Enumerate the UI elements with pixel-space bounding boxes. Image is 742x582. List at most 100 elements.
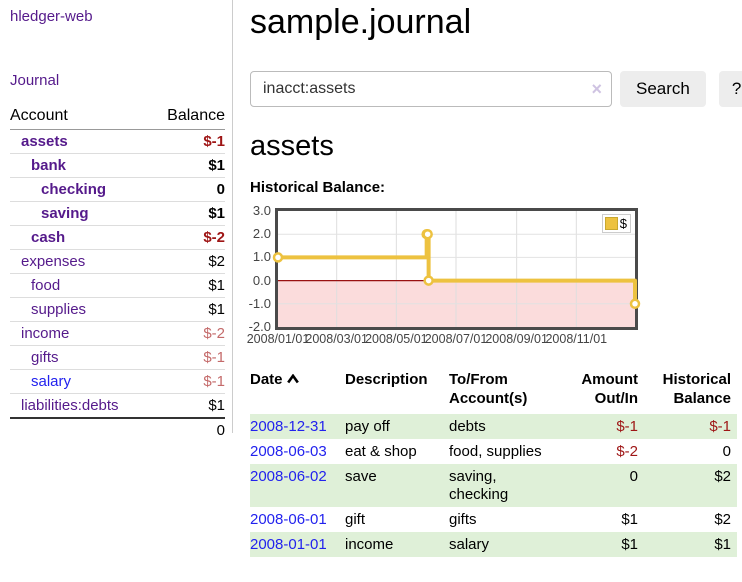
y-tick-label: -1.0: [248, 295, 271, 311]
sidebar-account-balance: $-2: [150, 321, 225, 346]
register-description-cell: save: [345, 468, 377, 485]
chart-legend: $: [601, 214, 631, 233]
sidebar-account-link[interactable]: gifts: [31, 349, 59, 366]
chart-x-axis-labels: 2008/01/01 2008/03/01 2008/05/01 2008/07/01…: [247, 332, 638, 348]
page-title: sample.journal: [250, 3, 472, 41]
sidebar-account-balance: $-1: [150, 369, 225, 394]
sidebar-total-spacer: [10, 417, 151, 442]
legend-swatch-icon: [604, 217, 618, 230]
x-tick-label: 2008/01/01: [246, 332, 310, 346]
transaction-date-link[interactable]: 2008-01-01: [250, 536, 327, 553]
y-tick-label: 1.0: [252, 249, 271, 265]
sidebar-account-row: saving $1: [10, 201, 225, 226]
sidebar-account-balance: $1: [150, 393, 225, 419]
historical-balance-chart: 3.0 2.0 1.0 0.0 -1.0 -2.0 $ 2008/01/01 2008/03…: [245, 204, 742, 348]
search-button[interactable]: Search: [620, 71, 706, 107]
sidebar-account-row: assets $-1: [10, 129, 225, 154]
register-description-cell: pay off: [345, 418, 390, 435]
y-tick-label: 2.0: [252, 226, 271, 242]
register-header-amount: Amount Out/In: [581, 371, 638, 407]
register-accounts-cell: food, supplies: [449, 443, 542, 460]
sidebar-account-row: checking 0: [10, 177, 225, 202]
account-balance-table: Account Balance assets $-1 bank $1 checking 0…: [10, 105, 225, 442]
sidebar-account-balance: $2: [150, 249, 225, 274]
sidebar-account-link[interactable]: bank: [31, 157, 67, 174]
sidebar-account-link[interactable]: supplies: [31, 301, 87, 318]
x-tick-label: 2008/11/01: [545, 332, 608, 346]
sidebar-account-balance: 0: [150, 177, 225, 202]
register-amount-cell: $1: [621, 536, 638, 553]
transaction-date-link[interactable]: 2008-06-01: [250, 511, 327, 528]
register-row: 2008-06-01 gift gifts $1 $2: [250, 507, 737, 532]
register-amount-cell: 0: [629, 468, 638, 485]
sidebar-account-link[interactable]: assets: [21, 133, 68, 150]
y-tick-label: 0.0: [252, 272, 271, 288]
register-amount-cell: $1: [621, 511, 638, 528]
y-tick-label: 3.0: [252, 203, 271, 218]
register-row: 2008-01-01 income salary $1 $1: [250, 532, 737, 557]
account-heading: assets: [250, 130, 334, 162]
sidebar-account-balance: $1: [150, 297, 225, 322]
sidebar-account-link[interactable]: expenses: [21, 253, 86, 270]
sidebar-account-row: income $-2: [10, 321, 225, 346]
sidebar-total-balance: 0: [150, 417, 225, 442]
balance-column-header: Balance: [150, 105, 225, 130]
main-content: sample.journal × Search ? assets Histori…: [247, 0, 742, 557]
register-row: 2008-06-02 save saving, checking 0 $2: [250, 464, 737, 507]
register-amount-cell: $-1: [616, 418, 638, 435]
register-header-accounts: To/From Account(s): [449, 371, 528, 407]
register-description-cell: eat & shop: [345, 443, 417, 460]
account-table-header-row: Account Balance: [10, 105, 225, 130]
sidebar-account-row: liabilities:debts $1: [10, 393, 225, 419]
sidebar-account-row: supplies $1: [10, 297, 225, 322]
sidebar-account-link[interactable]: food: [31, 277, 61, 294]
register-date-cell: 2008-06-02: [250, 464, 345, 507]
search-input[interactable]: [250, 71, 612, 107]
chart-title-label: Historical Balance:: [250, 179, 386, 196]
register-balance-cell: 0: [722, 443, 731, 460]
register-header-date[interactable]: Date: [250, 370, 345, 414]
register-table: Date Description To/From Account(s) Amou…: [250, 370, 737, 557]
register-accounts-cell: saving, checking: [449, 468, 509, 503]
sidebar-item-journal[interactable]: Journal: [10, 72, 60, 89]
sidebar-account-row: food $1: [10, 273, 225, 298]
transaction-date-link[interactable]: 2008-06-03: [250, 443, 327, 460]
app-title-link[interactable]: hledger-web: [10, 8, 93, 25]
clear-search-icon[interactable]: ×: [591, 79, 602, 99]
register-row: 2008-12-31 pay off debts $-1 $-1: [250, 414, 737, 439]
register-accounts-cell: gifts: [449, 511, 477, 528]
sidebar-account-row: cash $-2: [10, 225, 225, 250]
sidebar-account-link[interactable]: checking: [41, 181, 107, 198]
help-button[interactable]: ?: [718, 71, 742, 107]
sidebar-account-balance: $1: [150, 153, 225, 178]
transaction-date-link[interactable]: 2008-06-02: [250, 468, 327, 485]
x-tick-label: 2008/05/01: [365, 332, 428, 346]
register-date-cell: 2008-12-31: [250, 414, 345, 439]
sidebar-account-link[interactable]: income: [21, 325, 70, 342]
legend-series-label: $: [619, 216, 627, 231]
register-accounts-cell: salary: [449, 536, 490, 553]
sidebar-account-link[interactable]: salary: [31, 373, 72, 390]
sidebar-account-row: salary $-1: [10, 369, 225, 394]
register-description-cell: income: [345, 536, 394, 553]
sort-ascending-icon: [286, 370, 299, 389]
register-header-row: Date Description To/From Account(s) Amou…: [250, 370, 737, 414]
x-tick-label: 2008/07/01: [424, 332, 488, 346]
sidebar-account-balance: $-2: [150, 225, 225, 250]
search-box: ×: [250, 71, 612, 107]
sidebar-account-row: bank $1: [10, 153, 225, 178]
sidebar-account-balance: $1: [150, 273, 225, 298]
sidebar-account-link[interactable]: saving: [41, 205, 89, 222]
sidebar-panel: hledger-web Journal Account Balance asse…: [0, 0, 233, 442]
register-balance-cell: $1: [714, 536, 731, 553]
app-layout: hledger-web Journal Account Balance asse…: [0, 0, 742, 557]
chart-plot-area: $: [272, 208, 641, 330]
y-tick-label: -2.0: [248, 319, 271, 334]
sidebar-account-link[interactable]: cash: [31, 229, 66, 246]
sidebar-account-link[interactable]: liabilities:debts: [21, 397, 119, 414]
account-column-header: Account: [10, 105, 151, 130]
sidebar: hledger-web Journal Account Balance asse…: [0, 0, 233, 557]
transaction-date-link[interactable]: 2008-12-31: [250, 418, 327, 435]
register-balance-cell: $2: [714, 468, 731, 485]
register-balance-cell: $2: [714, 511, 731, 528]
